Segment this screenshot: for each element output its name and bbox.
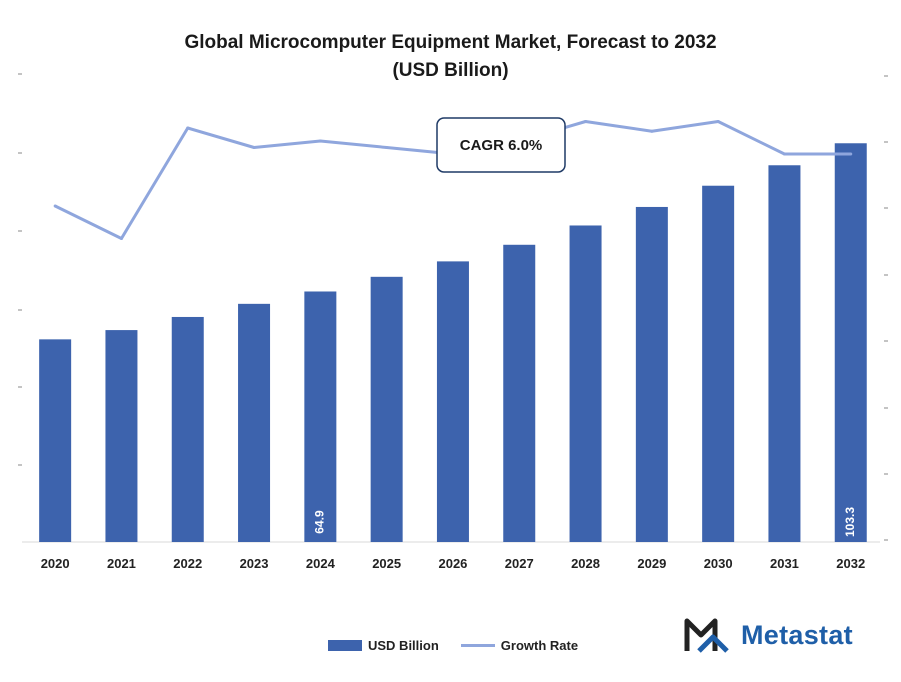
x-tick-label: 2025 [372,556,401,571]
chart-legend: USD Billion Growth Rate [328,638,578,653]
bar-2032 [834,143,867,542]
x-tick-label: 2026 [438,556,467,571]
legend-label-usd-billion: USD Billion [368,638,439,653]
growth-rate-point-2029 [650,129,654,133]
x-tick-label: 2021 [107,556,136,571]
brand-name: Metastat [741,619,853,650]
chart-subtitle: (USD Billion) [392,60,509,81]
growth-rate-point-2032 [849,152,853,156]
legend-swatch-growth-rate [460,644,495,647]
data-label-2032: 103.3 [843,507,857,537]
x-tick-label: 2032 [836,556,865,571]
legend-swatch-usd-billion [328,640,362,651]
growth-rate-point-2025 [385,146,389,149]
bar-2025 [370,276,403,542]
brand-logo: Metastat [683,615,853,655]
x-tick-label: 2024 [306,556,336,571]
x-tick-label: 2023 [240,556,269,571]
x-tick-label: 2028 [571,556,600,571]
x-tick-label: 2030 [704,556,733,571]
chart-title: Global Microcomputer Equipment Market, F… [184,32,717,53]
bar-2029 [635,206,668,542]
bar-2027 [503,244,536,542]
data-label-2024: 64.9 [313,510,327,534]
bar-2020 [39,339,72,542]
growth-rate-point-2022 [186,126,190,130]
x-tick-label: 2029 [637,556,666,571]
x-tick-label: 2020 [41,556,70,571]
bar-2024 [304,291,337,542]
growth-rate-point-2028 [584,120,588,123]
x-tick-label: 2031 [770,556,799,571]
x-tick-label: 2022 [173,556,202,571]
metastat-logo-icon [684,618,729,653]
bar-2023 [238,303,271,542]
x-tick-label: 2027 [505,556,534,571]
bar-2031 [768,165,801,542]
growth-rate-point-2020 [53,204,57,208]
bar-2030 [702,185,735,543]
bar-2026 [436,261,469,542]
cagr-callout-text: CAGR 6.0% [460,137,543,154]
growth-rate-point-2023 [252,146,256,149]
cagr-callout-box [436,117,566,173]
growth-rate-point-2030 [716,120,720,123]
growth-rate-point-2021 [119,237,123,240]
growth-rate-point-2024 [318,139,322,143]
bar-2021 [105,330,138,542]
bar-2028 [569,225,602,543]
growth-rate-point-2031 [782,152,786,156]
bar-2022 [171,316,204,542]
legend-label-growth-rate: Growth Rate [500,638,579,653]
